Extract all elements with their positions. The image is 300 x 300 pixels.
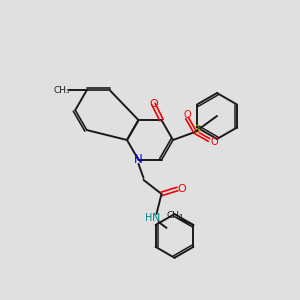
Text: CH₃: CH₃ <box>166 212 183 220</box>
Text: S: S <box>194 125 201 135</box>
Text: N: N <box>134 153 143 167</box>
Text: O: O <box>210 137 218 147</box>
Text: H: H <box>145 213 152 223</box>
Text: O: O <box>183 110 191 120</box>
Text: O: O <box>149 99 158 109</box>
Text: N: N <box>152 213 161 223</box>
Text: O: O <box>177 184 186 194</box>
Text: CH₃: CH₃ <box>53 86 70 95</box>
